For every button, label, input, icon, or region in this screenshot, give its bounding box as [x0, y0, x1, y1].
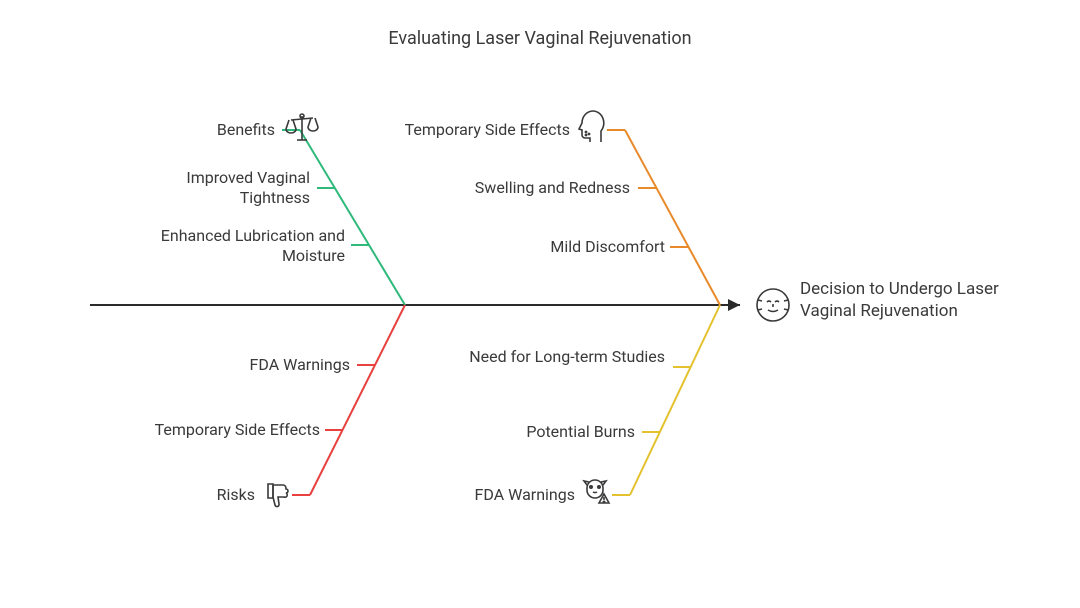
risks-item-2: Temporary Side Effects: [120, 420, 320, 440]
fda-header-label: FDA Warnings: [430, 485, 575, 505]
decision-face-icon: [755, 287, 791, 323]
side-effects-item-1: Swelling and Redness: [420, 178, 630, 198]
risks-item-1: FDA Warnings: [190, 355, 350, 375]
benefits-item-2: Enhanced Lubrication and Moisture: [150, 226, 345, 266]
risks-header-label: Risks: [180, 485, 255, 505]
head-icon: [575, 108, 607, 144]
fda-item-2: Potential Burns: [470, 422, 635, 442]
scales-icon: [285, 113, 319, 143]
branch-risks: [292, 305, 405, 495]
spine-arrowhead: [728, 299, 740, 311]
branch-benefits: [282, 130, 405, 305]
thumbs-down-icon: [262, 480, 292, 510]
benefits-header-label: Benefits: [140, 120, 275, 140]
branch-fda: [612, 305, 720, 495]
decision-label: Decision to Undergo Laser Vaginal Rejuve…: [800, 278, 1020, 322]
warning-animal-icon: [582, 478, 616, 508]
benefits-item-1: Improved Vaginal Tightness: [150, 168, 310, 208]
side-effects-item-2: Mild Discomfort: [480, 237, 665, 257]
branch-side-effects: [607, 130, 720, 305]
fda-item-1: Need for Long-term Studies: [460, 347, 665, 367]
side-effects-header-label: Temporary Side Effects: [360, 120, 570, 140]
